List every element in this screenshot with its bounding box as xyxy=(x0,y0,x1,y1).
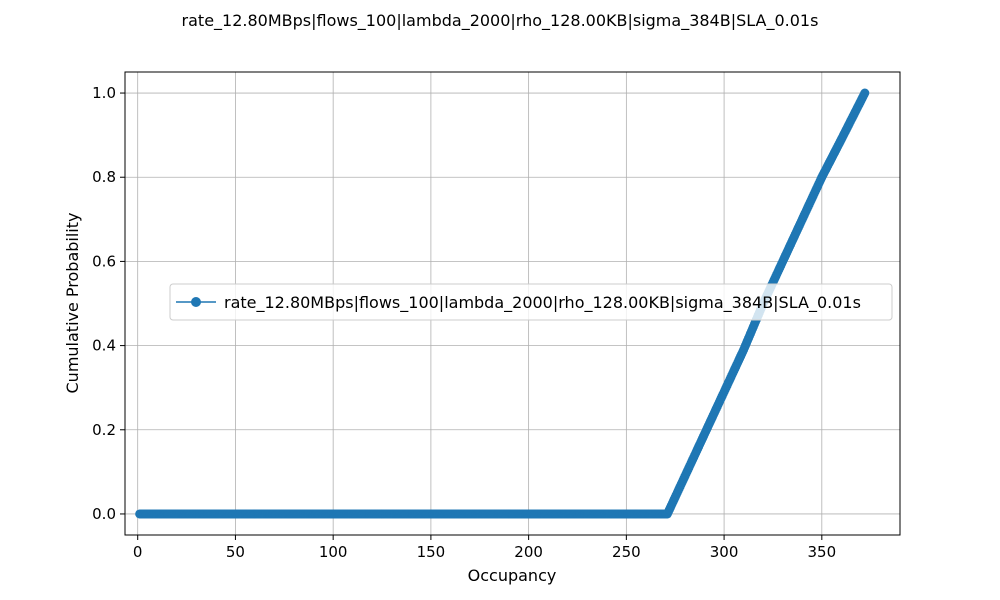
x-tick-label: 100 xyxy=(319,543,348,561)
y-tick-label: 0.4 xyxy=(92,337,116,355)
x-tick-label: 250 xyxy=(612,543,641,561)
legend-marker-swatch xyxy=(191,297,201,307)
x-tick-label: 350 xyxy=(807,543,836,561)
legend-box xyxy=(169,283,893,321)
x-tick-label: 300 xyxy=(710,543,739,561)
plot-frame xyxy=(124,71,901,536)
y-tick-label: 1.0 xyxy=(92,84,116,102)
y-axis-label: Cumulative Probability xyxy=(63,213,82,394)
data-point xyxy=(860,88,870,98)
y-axis: 0.0 0.2 0.4 0.6 0.8 1.0 xyxy=(92,84,125,523)
x-tick-label: 150 xyxy=(417,543,446,561)
y-tick-label: 0.8 xyxy=(92,168,116,186)
x-tick-label: 50 xyxy=(226,543,245,561)
y-tick-label: 0.2 xyxy=(92,421,116,439)
chart-title: rate_12.80MBps|flows_100|lambda_2000|rho… xyxy=(182,11,819,31)
legend: rate_12.80MBps|flows_100|lambda_2000|rho… xyxy=(169,283,893,321)
x-tick-label: 200 xyxy=(514,543,543,561)
x-axis: 0 50 100 150 200 250 300 350 xyxy=(133,535,836,561)
x-tick-label: 0 xyxy=(133,543,143,561)
y-tick-label: 0.0 xyxy=(92,505,116,523)
y-tick-label: 0.6 xyxy=(92,252,116,270)
legend-entry-label: rate_12.80MBps|flows_100|lambda_2000|rho… xyxy=(224,293,861,313)
x-axis-label: Occupancy xyxy=(468,566,557,585)
